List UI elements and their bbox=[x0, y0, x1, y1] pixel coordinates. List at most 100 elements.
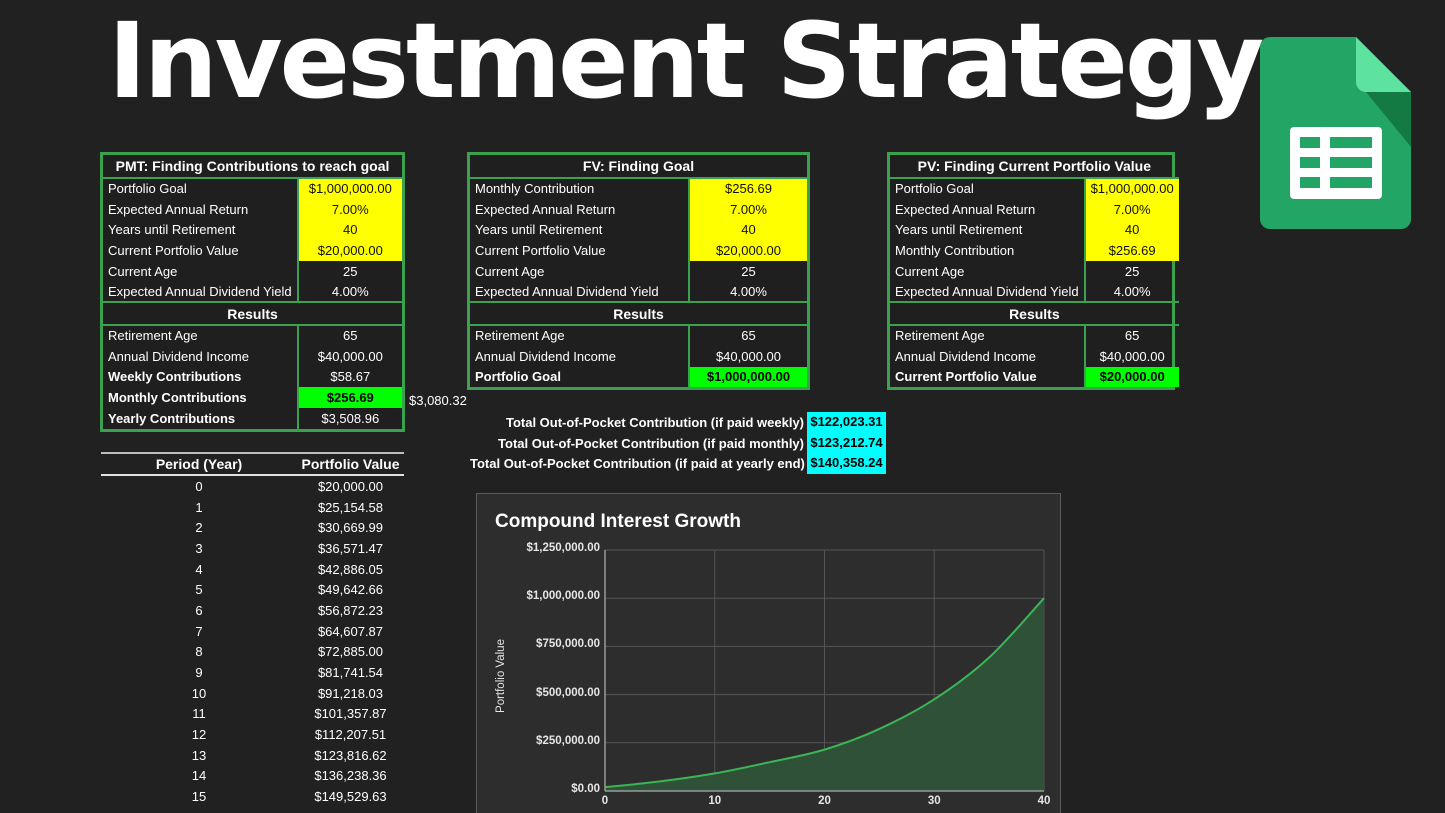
fv-label: Monthly Contribution bbox=[475, 181, 595, 197]
pmt-label: Current Portfolio Value bbox=[108, 242, 239, 258]
table-row: 3 $36,571.47 bbox=[101, 538, 404, 559]
fv-age-cell[interactable]: 25 bbox=[688, 260, 807, 282]
period-cell[interactable]: 8 bbox=[195, 644, 203, 660]
period-cell[interactable]: 15 bbox=[191, 789, 207, 805]
pmt-dividend-income: $40,000.00 bbox=[296, 345, 402, 367]
fv-results-header: Results bbox=[470, 301, 807, 327]
pv-title: PV: Finding Current Portfolio Value bbox=[890, 155, 1179, 179]
portfolio-value-cell[interactable]: $72,885.00 bbox=[317, 644, 384, 660]
period-cell[interactable]: 6 bbox=[195, 602, 203, 618]
portfolio-value-cell[interactable]: $149,529.63 bbox=[314, 789, 387, 805]
pv-label: Expected Annual Dividend Yield bbox=[895, 283, 1079, 299]
fv-yield-cell[interactable]: 4.00% bbox=[688, 281, 807, 303]
pmt-label: Retirement Age bbox=[108, 328, 198, 344]
period-cell[interactable]: 2 bbox=[195, 520, 203, 536]
portfolio-value-cell[interactable]: $42,886.05 bbox=[317, 561, 384, 577]
portfolio-value-cell[interactable]: $101,357.87 bbox=[314, 706, 387, 722]
pmt-label: Yearly Contributions bbox=[108, 410, 236, 426]
pmt-title: PMT: Finding Contributions to reach goal bbox=[103, 155, 402, 179]
pv-monthly-input[interactable]: $256.69 bbox=[1083, 240, 1179, 261]
fv-years-input[interactable]: 40 bbox=[688, 219, 807, 241]
pmt-yearly-contribution: $3,508.96 bbox=[296, 407, 402, 429]
total-row-weekly: Total Out-of-Pocket Contribution (if pai… bbox=[470, 412, 886, 433]
pv-label: Current Portfolio Value bbox=[895, 369, 1037, 385]
pv-goal-input[interactable]: $1,000,000.00 bbox=[1083, 178, 1179, 199]
portfolio-value-cell[interactable]: $56,872.23 bbox=[317, 602, 384, 618]
pv-label: Monthly Contribution bbox=[895, 242, 1015, 258]
column-header-portfolio-value: Portfolio Value bbox=[301, 456, 400, 472]
portfolio-value-cell[interactable]: $136,238.36 bbox=[314, 768, 387, 784]
table-row: 0 $20,000.00 bbox=[101, 476, 404, 497]
fv-calculator: FV: Finding Goal Monthly Contribution $25… bbox=[467, 152, 810, 391]
table-row: 9 $81,741.54 bbox=[101, 662, 404, 683]
fv-portfolio-goal: $1,000,000.00 bbox=[688, 366, 807, 388]
total-row-yearly: Total Out-of-Pocket Contribution (if pai… bbox=[470, 453, 886, 475]
pv-label: Years until Retirement bbox=[895, 222, 1023, 238]
total-yearly-value[interactable]: $140,358.24 bbox=[807, 453, 886, 475]
pmt-current-value-input[interactable]: $20,000.00 bbox=[296, 240, 402, 261]
out-of-pocket-totals: Total Out-of-Pocket Contribution (if pai… bbox=[470, 412, 886, 475]
pmt-calculator: PMT: Finding Contributions to reach goal… bbox=[100, 152, 405, 432]
y-tick-label: $1,250,000.00 bbox=[526, 542, 600, 554]
pv-years-input[interactable]: 40 bbox=[1083, 219, 1179, 241]
table-row: 15 $149,529.63 bbox=[101, 786, 404, 807]
portfolio-value-cell[interactable]: $20,000.00 bbox=[317, 478, 384, 494]
fv-label: Portfolio Goal bbox=[475, 369, 561, 385]
period-cell[interactable]: 7 bbox=[195, 623, 203, 639]
period-table: Period (Year) Portfolio Value 0 $20,000.0… bbox=[101, 452, 404, 807]
fv-retirement-age: 65 bbox=[688, 325, 807, 346]
fv-label: Annual Dividend Income bbox=[475, 348, 616, 364]
y-tick-label: $0.00 bbox=[571, 783, 600, 795]
fv-monthly-input[interactable]: $256.69 bbox=[688, 178, 807, 199]
total-monthly-value[interactable]: $123,212.74 bbox=[807, 432, 886, 454]
x-tick-label: 0 bbox=[601, 795, 609, 807]
period-cell[interactable]: 12 bbox=[191, 727, 207, 743]
portfolio-value-cell[interactable]: $49,642.66 bbox=[317, 582, 384, 598]
pv-yield-cell[interactable]: 4.00% bbox=[1083, 281, 1179, 303]
period-cell[interactable]: 9 bbox=[195, 665, 203, 681]
portfolio-value-cell[interactable]: $91,218.03 bbox=[317, 685, 384, 701]
pmt-return-input[interactable]: 7.00% bbox=[296, 198, 402, 220]
period-cell[interactable]: 4 bbox=[195, 561, 203, 577]
portfolio-value-cell[interactable]: $64,607.87 bbox=[317, 623, 384, 639]
pmt-label: Expected Annual Dividend Yield bbox=[108, 283, 292, 299]
portfolio-value-cell[interactable]: $112,207.51 bbox=[314, 727, 387, 743]
pmt-results-header: Results bbox=[103, 301, 402, 327]
fv-return-input[interactable]: 7.00% bbox=[688, 198, 807, 220]
compound-interest-chart[interactable]: Compound Interest Growth Portfolio Value… bbox=[476, 493, 1061, 813]
fv-current-value-input[interactable]: $20,000.00 bbox=[688, 240, 807, 261]
period-cell[interactable]: 1 bbox=[195, 499, 203, 515]
page-title: Investment Strategy bbox=[108, 0, 1264, 122]
pmt-years-input[interactable]: 40 bbox=[296, 219, 402, 241]
period-cell[interactable]: 3 bbox=[195, 540, 203, 556]
total-label: Total Out-of-Pocket Contribution (if pai… bbox=[498, 435, 804, 451]
pv-label: Annual Dividend Income bbox=[895, 348, 1036, 364]
x-tick-label: 40 bbox=[1037, 795, 1051, 807]
pmt-age-cell[interactable]: 25 bbox=[296, 260, 402, 282]
fv-title: FV: Finding Goal bbox=[470, 155, 807, 179]
period-cell[interactable]: 14 bbox=[191, 768, 207, 784]
fv-label: Current Age bbox=[475, 263, 545, 279]
portfolio-value-cell[interactable]: $25,154.58 bbox=[317, 499, 384, 515]
portfolio-value-cell[interactable]: $123,816.62 bbox=[314, 747, 387, 763]
total-weekly-value[interactable]: $122,023.31 bbox=[807, 412, 886, 433]
fv-label: Expected Annual Dividend Yield bbox=[475, 283, 659, 299]
period-cell[interactable]: 5 bbox=[195, 582, 203, 598]
period-cell[interactable]: 13 bbox=[191, 747, 207, 763]
table-row: 4 $42,886.05 bbox=[101, 559, 404, 580]
x-tick-label: 30 bbox=[927, 795, 941, 807]
table-row: 13 $123,816.62 bbox=[101, 745, 404, 766]
pmt-goal-input[interactable]: $1,000,000.00 bbox=[296, 178, 402, 199]
fv-dividend-income: $40,000.00 bbox=[688, 345, 807, 367]
period-cell[interactable]: 10 bbox=[191, 685, 207, 701]
portfolio-value-cell[interactable]: $81,741.54 bbox=[317, 665, 384, 681]
pmt-yield-cell[interactable]: 4.00% bbox=[296, 281, 402, 303]
period-cell[interactable]: 11 bbox=[192, 706, 206, 722]
portfolio-value-cell[interactable]: $30,669.99 bbox=[317, 520, 384, 536]
pv-return-input[interactable]: 7.00% bbox=[1083, 198, 1179, 220]
chart-plot bbox=[604, 549, 1045, 792]
period-cell[interactable]: 0 bbox=[195, 478, 203, 494]
pv-age-cell[interactable]: 25 bbox=[1083, 260, 1179, 282]
table-row: 5 $49,642.66 bbox=[101, 579, 404, 600]
portfolio-value-cell[interactable]: $36,571.47 bbox=[317, 540, 384, 556]
